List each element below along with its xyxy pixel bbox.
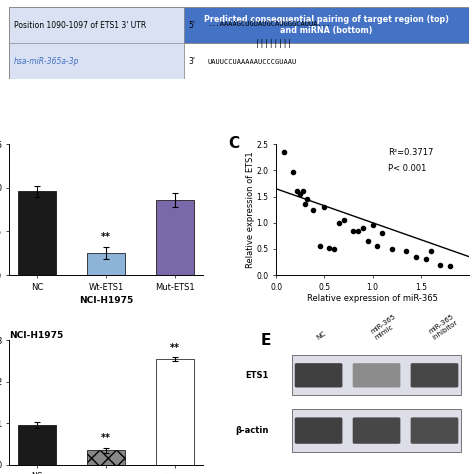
Point [403,248,410,255]
Point [290,168,297,175]
Point [309,206,317,213]
Text: ...AAAAGCUGUAUGCAUGGGCAUUA...: ...AAAAGCUGUAUGCAUGGGCAUUA... [207,21,330,27]
Text: C: C [228,137,239,152]
Point [299,188,307,195]
Point [296,190,304,198]
Point [427,248,434,255]
Point [446,262,454,270]
Text: **: ** [170,343,180,353]
Text: miR-365
mimic: miR-365 mimic [369,313,401,340]
Text: **: ** [101,232,111,242]
FancyBboxPatch shape [410,363,458,387]
X-axis label: NCI-H1975: NCI-H1975 [79,296,133,305]
Text: Predicted consequential pairing of target region (top)
and miRNA (bottom): Predicted consequential pairing of targe… [204,15,449,35]
Bar [292,409,461,452]
Point [293,188,301,195]
Bar [18,191,56,275]
Point [359,224,367,232]
Text: P< 0.001: P< 0.001 [388,164,427,173]
Point [369,221,376,229]
Point [326,244,333,252]
Point [349,227,357,234]
FancyBboxPatch shape [353,363,401,387]
Text: 5': 5' [189,20,196,29]
Point [437,261,444,268]
Text: NCI-H1975: NCI-H1975 [9,330,64,339]
FancyBboxPatch shape [410,418,458,444]
Text: **: ** [101,433,111,443]
Point [303,195,311,203]
Text: UAUUCCUAAAAAUCCCGUAAU: UAUUCCUAAAAAUCCCGUAAU [207,59,296,65]
Text: ETS1: ETS1 [245,371,268,380]
Point [422,255,429,263]
Text: β-actin: β-actin [235,426,268,435]
Point [330,245,338,253]
Point [374,243,381,250]
Bar [9,7,184,79]
Point [316,243,323,250]
Text: R²=0.3717: R²=0.3717 [388,148,434,157]
Point [355,227,362,234]
Text: Position 1090-1097 of ETS1 3' UTR: Position 1090-1097 of ETS1 3' UTR [14,20,146,29]
Bar [184,7,469,43]
Bar [18,425,56,465]
FancyBboxPatch shape [353,418,401,444]
FancyBboxPatch shape [295,363,342,387]
Point [412,253,420,261]
Point [340,216,347,224]
Bar [156,359,194,465]
Bar [87,253,125,275]
Point [388,245,396,253]
Point [335,219,343,227]
Point [280,148,288,156]
Bar [292,356,461,395]
Bar [156,200,194,275]
Point [364,237,372,245]
Text: miR-365
inhibitor: miR-365 inhibitor [427,313,458,340]
Point [301,201,309,208]
Text: E: E [261,333,271,348]
Point [379,229,386,237]
Bar [87,450,125,465]
Point [320,203,328,211]
X-axis label: Relative expression of miR-365: Relative expression of miR-365 [307,294,438,303]
FancyBboxPatch shape [295,418,342,444]
Text: 3': 3' [189,56,196,65]
Text: hsa-miR-365a-3p: hsa-miR-365a-3p [14,56,80,65]
Text: ||||||||: |||||||| [255,38,292,47]
Y-axis label: Relative expression of ETS1: Relative expression of ETS1 [246,151,255,268]
Bar [184,43,469,79]
Text: NC: NC [315,330,327,340]
